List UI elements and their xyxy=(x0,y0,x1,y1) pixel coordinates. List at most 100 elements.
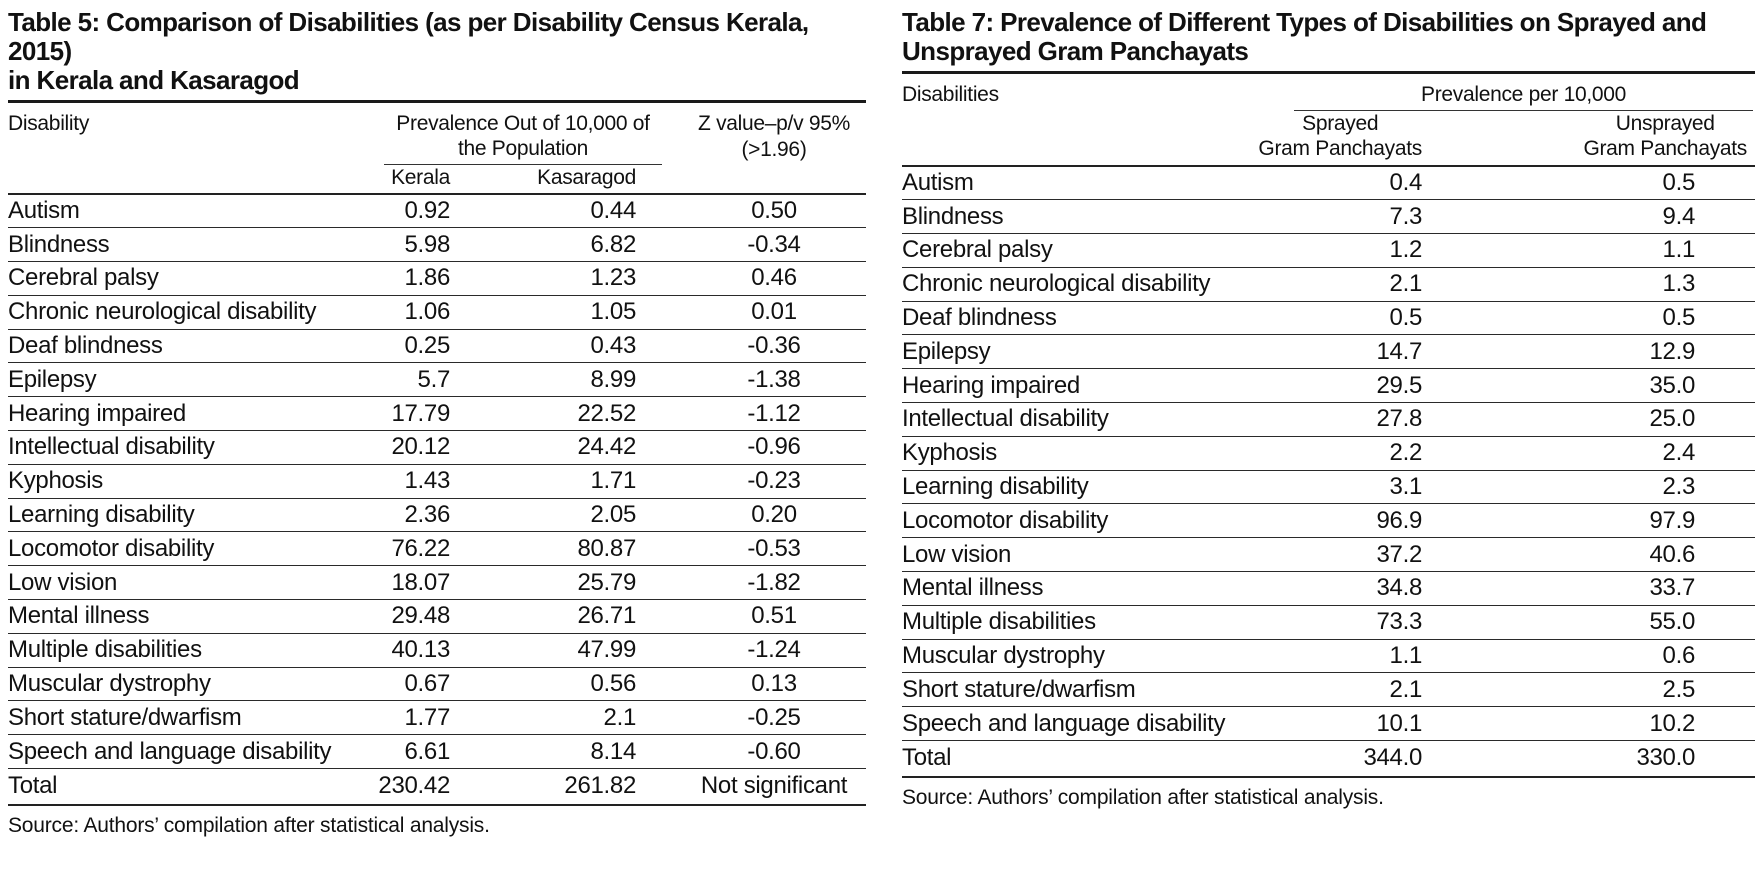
unsprayed-value: 1.3 xyxy=(1422,267,1756,302)
kerala-value: 20.12 xyxy=(338,430,450,465)
table-row: Epilepsy 14.7 12.9 xyxy=(902,334,1756,370)
z-value: 0.13 xyxy=(636,667,866,702)
unsprayed-value: 40.6 xyxy=(1422,537,1756,573)
unsprayed-value: 0.5 xyxy=(1422,166,1756,201)
unsprayed-value: 25.0 xyxy=(1422,402,1756,437)
page: Table 5: Comparison of Disabilities (as … xyxy=(8,6,1756,838)
table-row: Learning disability 3.1 2.3 xyxy=(902,470,1756,505)
unsprayed-value: 97.9 xyxy=(1422,503,1756,539)
z-value: 0.01 xyxy=(636,295,866,330)
sprayed-value: 29.5 xyxy=(1242,368,1422,404)
unsprayed-value: 2.4 xyxy=(1422,436,1756,471)
disability-label: Speech and language disability xyxy=(902,706,1242,742)
sprayed-value: 96.9 xyxy=(1242,503,1422,539)
sprayed-value: 1.2 xyxy=(1242,233,1422,268)
disability-label: Epilepsy xyxy=(8,362,338,398)
disability-label: Low vision xyxy=(902,537,1242,573)
kasaragod-value: 80.87 xyxy=(450,531,636,567)
unsprayed-value: 33.7 xyxy=(1422,571,1756,606)
total-kasaragod-value: 261.82 xyxy=(450,768,636,806)
disability-label: Blindness xyxy=(902,199,1242,235)
column-header-unsprayed: Unsprayed Gram Panchayats xyxy=(1422,111,1756,167)
sprayed-value: 37.2 xyxy=(1242,537,1422,573)
disability-label: Short stature/dwarfism xyxy=(902,672,1242,708)
kasaragod-value: 24.42 xyxy=(450,430,636,465)
column-header-kasaragod: Kasaragod xyxy=(450,165,636,195)
disability-label: Mental illness xyxy=(8,599,338,634)
disability-label: Short stature/dwarfism xyxy=(8,700,338,736)
table5-title: Table 5: Comparison of Disabilities (as … xyxy=(8,8,866,103)
unsprayed-value: 0.6 xyxy=(1422,639,1756,674)
table-row: Deaf blindness 0.5 0.5 xyxy=(902,301,1756,336)
column-header-sprayed: Sprayed Gram Panchayats xyxy=(1242,111,1422,167)
kerala-value: 76.22 xyxy=(338,531,450,567)
total-z-value: Not significant xyxy=(636,768,866,806)
kerala-value: 0.67 xyxy=(338,667,450,702)
z-value: -1.12 xyxy=(636,396,866,432)
table-row: Multiple disabilities 73.3 55.0 xyxy=(902,605,1756,640)
kasaragod-value: 2.05 xyxy=(450,498,636,533)
column-header-z-value: Z value–p/v 95% (>1.96) xyxy=(636,103,866,195)
disability-label: Muscular dystrophy xyxy=(8,667,338,702)
column-header-prevalence-span: Prevalence per 10,000 xyxy=(1242,74,1755,111)
kasaragod-value: 8.14 xyxy=(450,734,636,770)
unsprayed-value: 55.0 xyxy=(1422,605,1756,640)
z-value: -0.34 xyxy=(636,227,866,263)
table-row: Learning disability 2.36 2.05 0.20 xyxy=(8,498,866,533)
total-label: Total xyxy=(8,768,338,806)
table5: Disability Prevalence Out of 10,000 of t… xyxy=(8,103,866,806)
column-header-prevalence-span: Prevalence Out of 10,000 of the Populati… xyxy=(338,103,662,165)
kerala-value: 2.36 xyxy=(338,498,450,533)
table-row: Chronic neurological disability 2.1 1.3 xyxy=(902,267,1756,302)
table7-block: Table 7: Prevalence of Different Types o… xyxy=(902,6,1756,838)
sprayed-value: 0.4 xyxy=(1242,166,1422,201)
disability-label: Deaf blindness xyxy=(8,329,338,364)
sprayed-value: 2.2 xyxy=(1242,436,1422,471)
table-row: Chronic neurological disability 1.06 1.0… xyxy=(8,295,866,330)
disability-label: Chronic neurological disability xyxy=(8,295,338,330)
column-header-disability: Disability xyxy=(8,103,338,195)
disability-label: Mental illness xyxy=(902,571,1242,606)
table7-title-line1: Table 7: Prevalence of Different Types o… xyxy=(902,7,1707,37)
sprayed-value: 14.7 xyxy=(1242,334,1422,370)
table-row: Deaf blindness 0.25 0.43 -0.36 xyxy=(8,329,866,364)
z-value: -0.23 xyxy=(636,464,866,499)
kasaragod-value: 1.05 xyxy=(450,295,636,330)
table7-title-line2: Unsprayed Gram Panchayats xyxy=(902,36,1249,66)
unsprayed-value: 2.5 xyxy=(1422,672,1756,708)
total-row: Total 230.42 261.82 Not significant xyxy=(8,768,866,806)
table-row: Kyphosis 1.43 1.71 -0.23 xyxy=(8,464,866,499)
table-row: Locomotor disability 76.22 80.87 -0.53 xyxy=(8,531,866,567)
disability-label: Intellectual disability xyxy=(902,402,1242,437)
disability-label: Locomotor disability xyxy=(902,503,1242,539)
z-value: -0.25 xyxy=(636,700,866,736)
total-label: Total xyxy=(902,740,1242,778)
table-row: Muscular dystrophy 1.1 0.6 xyxy=(902,639,1756,674)
table-row: Kyphosis 2.2 2.4 xyxy=(902,436,1756,471)
disability-label: Speech and language disability xyxy=(8,734,338,770)
table-row: Cerebral palsy 1.86 1.23 0.46 xyxy=(8,261,866,296)
kerala-value: 0.92 xyxy=(338,194,450,229)
disability-label: Deaf blindness xyxy=(902,301,1242,336)
table-row: Multiple disabilities 40.13 47.99 -1.24 xyxy=(8,633,866,668)
disability-label: Multiple disabilities xyxy=(8,633,338,668)
disability-label: Muscular dystrophy xyxy=(902,639,1242,674)
disability-label: Locomotor disability xyxy=(8,531,338,567)
kerala-value: 18.07 xyxy=(338,565,450,601)
unsprayed-value: 10.2 xyxy=(1422,706,1756,742)
sprayed-value: 0.5 xyxy=(1242,301,1422,336)
table-row: Autism 0.92 0.44 0.50 xyxy=(8,194,866,229)
z-value: -1.24 xyxy=(636,633,866,668)
kasaragod-value: 0.44 xyxy=(450,194,636,229)
table-row: Short stature/dwarfism 2.1 2.5 xyxy=(902,672,1756,708)
table-row: Speech and language disability 6.61 8.14… xyxy=(8,734,866,770)
prevalence-span-label: Prevalence Out of 10,000 of the Populati… xyxy=(384,103,662,165)
prevalence-span-label: Prevalence per 10,000 xyxy=(1294,74,1754,111)
kasaragod-value: 8.99 xyxy=(450,362,636,398)
disability-label: Multiple disabilities xyxy=(902,605,1242,640)
kerala-value: 1.43 xyxy=(338,464,450,499)
disability-label: Autism xyxy=(8,194,338,229)
table-row: Blindness 7.3 9.4 xyxy=(902,199,1756,235)
table-row: Hearing impaired 29.5 35.0 xyxy=(902,368,1756,404)
table7: Disabilities Prevalence per 10,000 Spray… xyxy=(902,74,1756,778)
